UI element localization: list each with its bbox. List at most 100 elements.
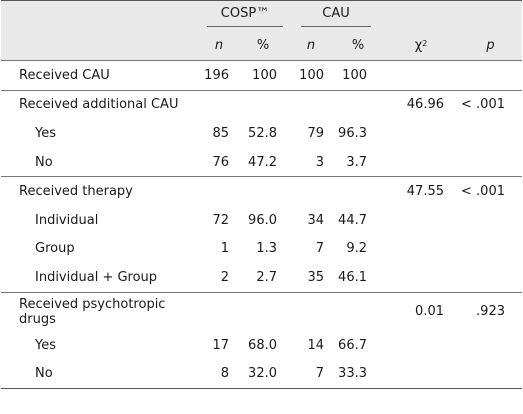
row-label: Yes	[35, 125, 56, 141]
row-label: Received therapy	[1, 176, 201, 206]
cell-chi-square	[383, 263, 459, 292]
cell-pct-cau: 96.3	[338, 125, 367, 141]
cell-pct-cosp: 2.7	[256, 269, 277, 285]
table-row: Received therapy 47.55 < .001	[1, 176, 522, 206]
cell-chi-square	[383, 119, 459, 148]
cell-n-cosp: 17	[212, 337, 229, 353]
table-row: Received CAU 196 100 100 100	[1, 60, 522, 91]
header-empty-cell	[1, 0, 201, 31]
cell-n-cosp: 76	[212, 154, 229, 170]
header-p-value: p	[459, 31, 522, 61]
header-pct-cau: %	[333, 31, 383, 61]
header-group-cosp-label: COSP™	[207, 6, 283, 27]
table-row: Individual 72 96.0 34 44.7	[1, 206, 522, 235]
cell-pct-cau	[333, 89, 383, 120]
cell-n-cosp: 8	[201, 359, 237, 389]
cell-p-value: < .001	[459, 176, 522, 206]
table-row: Individual + Group 2 2.7 35 46.1	[1, 263, 522, 292]
chi-symbol: χ	[414, 38, 423, 53]
cell-pct-cosp: 32.0	[237, 359, 289, 389]
row-label: Received additional CAU	[1, 89, 201, 120]
cell-chi-square	[383, 235, 459, 264]
chi-superscript: 2	[422, 39, 428, 48]
cell-p-value	[459, 148, 522, 177]
table-row: Group 1 1.3 7 9.2	[1, 235, 522, 264]
cell-chi-square: 47.55	[383, 176, 459, 206]
cell-n-cau: 14	[307, 337, 324, 353]
cell-n-cosp: 2	[220, 269, 229, 285]
cell-n-cosp: 85	[212, 125, 229, 141]
cell-n-cau	[289, 291, 333, 331]
cell-n-cosp: 1	[220, 241, 229, 257]
row-label: Individual	[35, 212, 99, 228]
cell-pct-cau: 33.3	[333, 359, 383, 389]
cell-n-cosp	[201, 89, 237, 120]
table-row: Yes 17 68.0 14 66.7	[1, 331, 522, 360]
cell-pct-cosp: 52.8	[248, 125, 277, 141]
cell-pct-cau: 44.7	[338, 212, 367, 228]
cell-chi-square	[383, 359, 459, 389]
header-empty-cell	[383, 0, 459, 31]
cell-p-value	[459, 359, 522, 389]
cell-pct-cosp: 47.2	[248, 154, 277, 170]
table-row: Received psychotropic drugs 0.01.923	[1, 291, 522, 331]
cell-pct-cau	[333, 176, 383, 206]
table-row: No 76 47.2 3 3.7	[1, 148, 522, 177]
header-group-cau-label: CAU	[301, 6, 371, 27]
row-label: No	[1, 359, 201, 389]
cell-p-value: .923	[459, 291, 522, 331]
table-body: Received CAU 196 100 100 100 Received additio…	[1, 60, 522, 389]
row-label: Received psychotropic drugs	[1, 291, 201, 331]
cell-p-value	[459, 206, 522, 235]
header-n-cosp: n	[201, 31, 237, 61]
header-n-cau: n	[289, 31, 333, 61]
header-group-cau: CAU	[289, 0, 383, 31]
cell-pct-cau	[333, 291, 383, 331]
cell-pct-cosp	[237, 89, 289, 120]
table-row: No 8 32.0 7 33.3	[1, 359, 522, 389]
cell-n-cau: 79	[307, 125, 324, 141]
cell-pct-cosp	[237, 291, 289, 331]
row-label: Individual + Group	[35, 269, 158, 285]
cell-chi-square	[383, 331, 459, 360]
cell-p-value: < .001	[459, 89, 522, 120]
header-row-groups: COSP™ CAU	[1, 0, 522, 31]
cell-n-cosp: 196	[201, 60, 237, 91]
cell-p-value	[459, 60, 522, 91]
cell-pct-cosp: 1.3	[256, 241, 277, 257]
cell-chi-square	[383, 60, 459, 91]
header-empty-cell	[459, 0, 522, 31]
header-pct-cosp: %	[237, 31, 289, 61]
cell-p-value	[459, 235, 522, 264]
cell-n-cosp	[201, 291, 237, 331]
cell-pct-cau: 9.2	[346, 241, 367, 257]
cell-chi-square: 0.01	[383, 291, 459, 331]
cell-pct-cau: 3.7	[346, 154, 367, 170]
cell-n-cau: 34	[307, 212, 324, 228]
results-table: COSP™ CAU n % n % χ2 p Received CAU 196 10…	[1, 0, 522, 389]
cell-p-value	[459, 331, 522, 360]
cell-chi-square: 46.96	[383, 89, 459, 120]
cell-n-cau	[289, 176, 333, 206]
cell-pct-cau: 100	[333, 60, 383, 91]
row-label: Yes	[35, 337, 56, 353]
cell-n-cosp: 72	[212, 212, 229, 228]
cell-p-value	[459, 263, 522, 292]
header-chi-square: χ2	[383, 31, 459, 61]
cell-pct-cosp: 68.0	[248, 337, 277, 353]
cell-n-cau: 35	[307, 269, 324, 285]
row-label: Group	[35, 241, 75, 257]
cell-n-cau	[289, 89, 333, 120]
cell-p-value	[459, 119, 522, 148]
table-row: Received additional CAU 46.96 < .001	[1, 89, 522, 120]
header-group-cosp: COSP™	[201, 0, 289, 31]
cell-n-cau: 7	[289, 359, 333, 389]
cell-chi-square	[383, 206, 459, 235]
cell-pct-cau: 46.1	[338, 269, 367, 285]
cell-n-cau: 3	[315, 154, 324, 170]
cell-pct-cosp: 96.0	[248, 212, 277, 228]
header-empty-cell	[1, 31, 201, 61]
cell-pct-cosp: 100	[237, 60, 289, 91]
cell-n-cosp	[201, 176, 237, 206]
